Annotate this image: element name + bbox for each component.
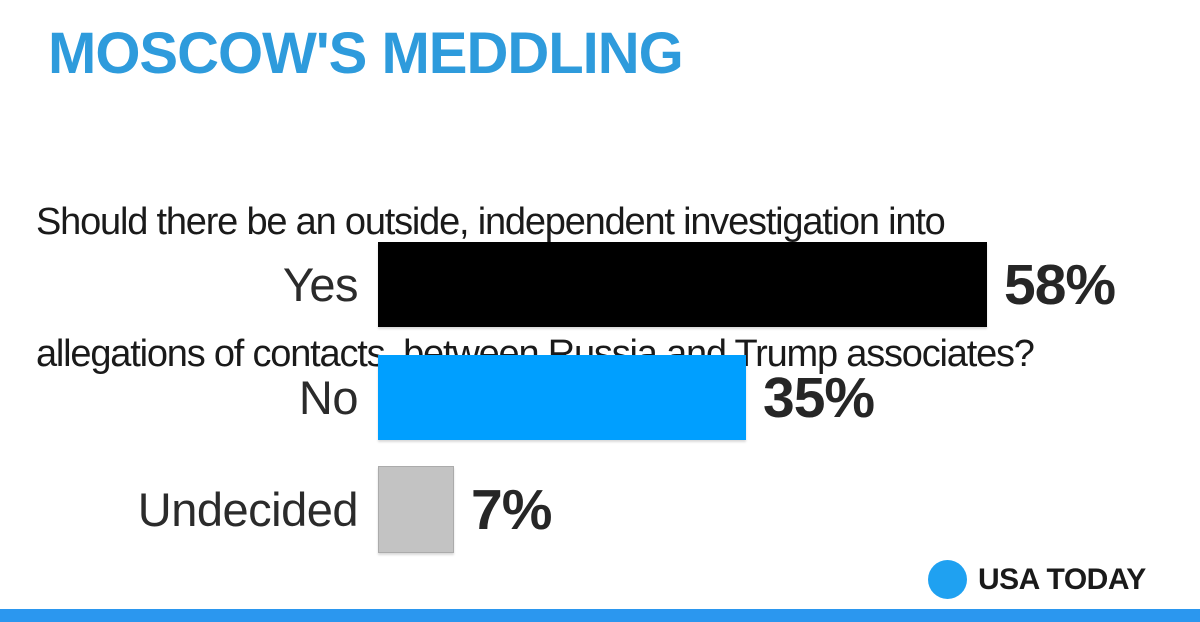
bar (378, 355, 746, 440)
usa-today-logo: USA TODAY (928, 560, 1146, 599)
question-line-1: Should there be an outside, independent … (36, 201, 946, 243)
bar-label: No (298, 371, 359, 424)
bar-row-yes: Yes 58% (0, 242, 1116, 327)
bar-label: Undecided (137, 483, 359, 536)
brand-wordmark: USA TODAY (978, 562, 1146, 596)
bar-label: Yes (282, 258, 359, 311)
bar (378, 242, 987, 327)
brand-circle-icon (928, 560, 967, 599)
bar-value: 58% (1004, 252, 1116, 317)
bar-row-undecided: Undecided 7% (0, 466, 552, 553)
footer-strip (0, 609, 1200, 622)
bar-row-no: No 35% (0, 355, 875, 440)
bar-value: 7% (471, 477, 552, 542)
bar-value: 35% (763, 365, 875, 430)
bar (378, 466, 454, 553)
page-title: MOSCOW'S MEDDLING (48, 21, 684, 86)
